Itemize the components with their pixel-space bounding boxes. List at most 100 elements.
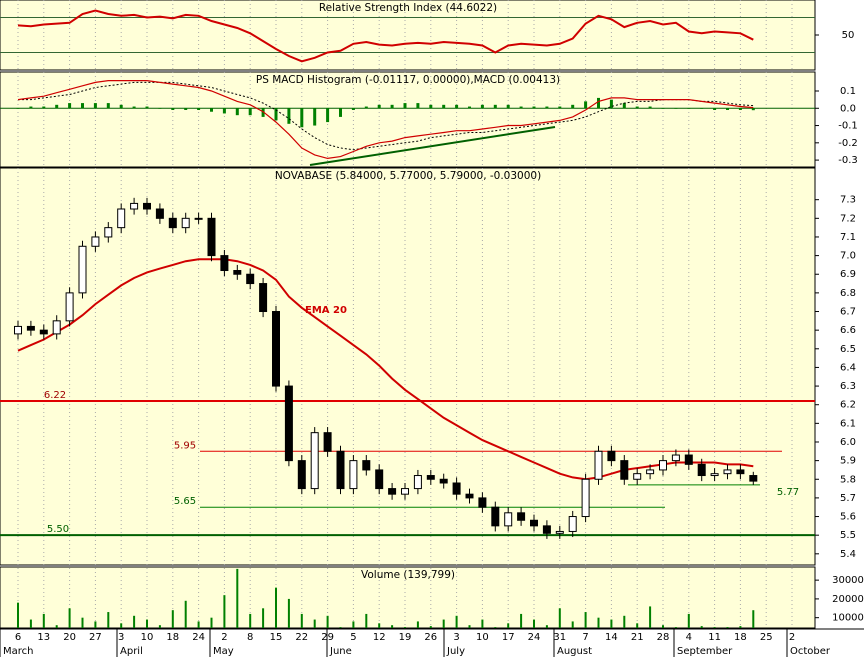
line-series: [18, 81, 754, 151]
candle-body: [452, 482, 461, 495]
x-tick-label: 25: [760, 632, 773, 643]
histogram-bar: [519, 106, 523, 109]
candle-body: [14, 325, 22, 335]
volume-bar: [507, 623, 510, 628]
volume-bar: [481, 619, 484, 628]
month-label: March: [3, 646, 33, 657]
candle-body: [155, 208, 164, 219]
x-tick-label: 8: [247, 632, 253, 643]
histogram-bar: [287, 108, 291, 124]
histogram-bar: [300, 108, 304, 128]
x-tick-label: 5: [350, 632, 356, 643]
histogram-bar: [493, 104, 497, 109]
histogram-bar: [222, 108, 226, 114]
volume-bar: [455, 615, 458, 628]
candle-body: [478, 497, 487, 508]
x-tick-label: 4: [686, 632, 692, 643]
volume-bar: [391, 625, 394, 628]
histogram-bar: [661, 108, 665, 109]
month-label: June: [329, 646, 352, 657]
volume-bar: [597, 617, 600, 628]
volume-bar: [610, 619, 613, 628]
volume-bar: [520, 613, 523, 628]
candle-body: [465, 493, 474, 499]
panel-title: Relative Strength Index (44.6022): [319, 2, 497, 14]
volume-bar: [184, 600, 187, 628]
volume-bar: [262, 608, 265, 628]
volume-bar: [210, 617, 213, 628]
candle-body: [736, 469, 745, 475]
y-tick-label: 5.5: [840, 530, 856, 541]
volume-bar: [287, 598, 290, 628]
volume-bar: [171, 610, 174, 628]
candle-body: [130, 202, 139, 210]
histogram-bar: [713, 108, 717, 110]
candle-body: [272, 311, 280, 387]
month-label: May: [213, 646, 234, 657]
volume-bar: [662, 625, 664, 628]
y-tick-label: 0.0: [840, 103, 856, 114]
histogram-bar: [429, 104, 433, 109]
histogram-bar: [132, 106, 136, 109]
volume-bar: [29, 619, 32, 628]
candle-body: [78, 245, 87, 294]
volume-bar: [429, 626, 432, 628]
candle-body: [362, 460, 371, 471]
histogram-bar: [738, 108, 742, 110]
x-tick-label: 29: [321, 632, 334, 643]
volume-bar: [584, 612, 587, 628]
volume-bar: [752, 610, 755, 628]
month-label: July: [446, 646, 465, 657]
histogram-bar: [377, 104, 381, 109]
x-tick-label: 12: [373, 632, 386, 643]
y-tick-label: 10000: [832, 613, 864, 624]
candle-body: [607, 450, 616, 462]
histogram-bar: [364, 106, 368, 109]
candle-body: [671, 454, 680, 462]
candle-body: [542, 525, 551, 534]
histogram-bar: [403, 103, 407, 109]
x-tick-label: 21: [631, 632, 644, 643]
x-tick-label: 10: [141, 632, 154, 643]
candle-body: [491, 506, 500, 527]
y-tick-label: 7.0: [840, 251, 856, 262]
volume-bar: [623, 615, 626, 628]
price-panel: [0, 167, 816, 566]
trendline: [309, 126, 556, 166]
histogram-bar: [55, 104, 59, 109]
y-tick-label: 5.7: [840, 493, 856, 504]
histogram-bar: [106, 103, 110, 109]
x-tick-label: 18: [166, 632, 179, 643]
candle-body: [65, 292, 74, 322]
candle-body: [594, 450, 603, 480]
volume-bar: [468, 625, 471, 628]
candle-body: [646, 469, 655, 475]
candle-body: [323, 432, 332, 452]
histogram-bar: [339, 108, 342, 117]
panel-title: PS MACD Histogram (-0.01117, 0.00000),MA…: [256, 74, 560, 86]
candle-body: [401, 488, 409, 495]
histogram-bar: [506, 104, 510, 109]
y-tick-label: 6.9: [840, 269, 856, 280]
histogram-bar: [274, 108, 278, 121]
y-tick-label: 5.6: [840, 512, 856, 523]
y-tick-label: 0.1: [840, 86, 856, 97]
candle-body: [284, 385, 293, 462]
y-tick-label: 6.7: [840, 307, 856, 318]
y-tick-label: 7.3: [840, 195, 856, 206]
x-tick-label: 6: [15, 632, 21, 643]
histogram-bar: [416, 103, 420, 109]
histogram-bar: [558, 106, 562, 109]
y-tick-label: 5.8: [840, 474, 856, 485]
volume-bar: [313, 619, 316, 628]
month-label: April: [120, 646, 143, 657]
volume-bar: [713, 627, 716, 628]
histogram-bar: [171, 108, 175, 110]
y-tick-label: 50: [842, 30, 855, 41]
line-series: [17, 258, 754, 481]
histogram-bar: [42, 106, 46, 109]
volume-bar: [726, 627, 729, 628]
histogram-bar: [326, 108, 330, 123]
